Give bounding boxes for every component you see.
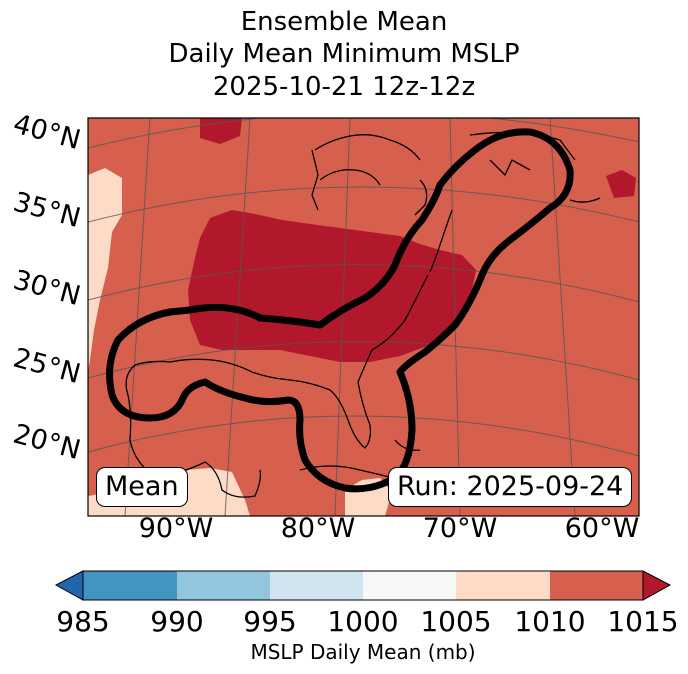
title-line-3: 2025-10-21 12z-12z: [212, 72, 476, 102]
lon-label-80w: 80°W: [280, 513, 356, 544]
colorbar-bin-985-990: [83, 571, 177, 600]
title-line-1: Ensemble Mean: [240, 7, 448, 37]
high-pressure-west: [88, 168, 122, 372]
colorbar-tick-995: 995: [243, 605, 297, 638]
colorbar-bin-995-1000: [270, 571, 363, 600]
colorbar-tick-985: 985: [56, 605, 110, 638]
colorbar-tick-1015: 1015: [607, 605, 679, 638]
contour-outline: [106, 128, 574, 493]
colorbar-tick-1000: 1000: [327, 605, 399, 638]
mean-annotation-box: Mean: [96, 467, 188, 507]
colorbar-extend-high: [642, 570, 672, 601]
run-annotation-box: Run: 2025-09-24: [388, 467, 633, 507]
colorbar-tick-1005: 1005: [420, 605, 492, 638]
colorbar-frame: [82, 570, 644, 601]
colorbar-bin-1010-1015: [550, 571, 643, 600]
title-line-2: Daily Mean Minimum MSLP: [168, 39, 520, 69]
colorbar-extend-low: [54, 570, 84, 601]
lon-label-70w: 70°W: [422, 513, 498, 544]
lon-label-90w: 90°W: [138, 513, 214, 544]
colorbar-label: MSLP Daily Mean (mb): [250, 640, 476, 664]
colorbar-bin-1005-1010: [456, 571, 550, 600]
graticule: [88, 118, 639, 516]
colorbar-tick-990: 990: [150, 605, 204, 638]
colorbar-tick-1010: 1010: [514, 605, 586, 638]
low-pressure-east: [606, 170, 636, 198]
lon-label-60w: 60°W: [564, 513, 640, 544]
colorbar-bin-990-995: [177, 571, 270, 600]
map-frame: [87, 117, 640, 517]
coastlines: [125, 131, 601, 498]
colorbar-bin-1000-1005: [363, 571, 456, 600]
